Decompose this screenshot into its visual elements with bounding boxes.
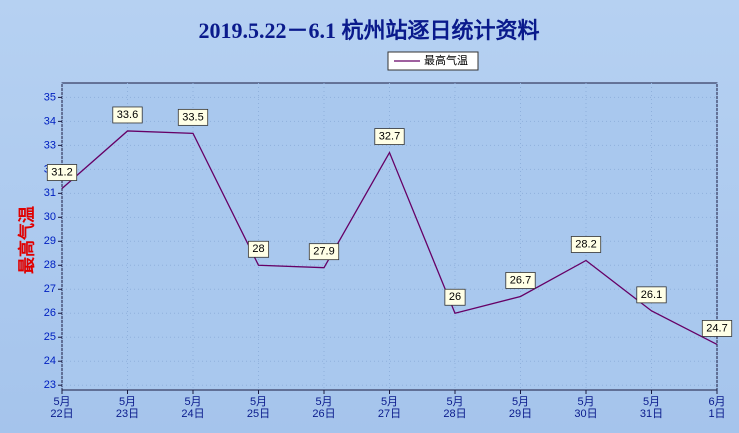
data-label-box [701, 320, 733, 337]
data-label-box [636, 286, 667, 304]
x-tick-label: 30日 [574, 408, 597, 420]
x-tick-label: 1日 [708, 408, 725, 420]
data-label-box [308, 243, 340, 261]
chart-title: 2019.5.22－6.1 杭州站逐日统计资料 [198, 18, 539, 43]
data-label: 33.5 [182, 111, 203, 123]
x-tick-label: 26日 [312, 408, 335, 420]
data-label-box [374, 128, 405, 145]
x-tick-label: 23日 [116, 408, 139, 420]
x-tick-label: 6月 [708, 396, 725, 408]
x-tick-label: 5月 [381, 396, 398, 408]
x-tick-label: 27日 [378, 408, 401, 420]
y-tick-label: 23 [44, 379, 56, 391]
data-label: 28 [252, 243, 264, 255]
data-label-box [112, 106, 143, 124]
data-label: 31.2 [51, 166, 72, 178]
x-tick-label: 5月 [53, 396, 70, 408]
data-label-box [46, 164, 78, 181]
x-tick-label: 5月 [119, 396, 136, 408]
legend-box [387, 51, 479, 71]
x-tick-label: 5月 [315, 396, 332, 408]
data-label: 26.7 [510, 274, 531, 286]
y-tick-label: 26 [44, 307, 56, 319]
x-tick-label: 25日 [247, 408, 270, 420]
data-label: 26 [449, 291, 461, 303]
y-tick-label: 33 [44, 139, 56, 151]
x-tick-label: 22日 [50, 408, 73, 420]
y-tick-label: 30 [44, 211, 56, 223]
x-tick-label: 31日 [640, 408, 663, 420]
x-tick-label: 29日 [509, 408, 532, 420]
y-tick-label: 25 [44, 331, 56, 343]
y-tick-label: 24 [44, 355, 56, 367]
data-label-box [570, 236, 602, 253]
data-label: 33.6 [117, 109, 138, 121]
legend-label: 最高气温 [424, 53, 468, 67]
data-label-box [444, 288, 466, 306]
line [61, 130, 718, 346]
data-label: 32.7 [379, 130, 400, 142]
x-tick-label: 5月 [250, 396, 267, 408]
x-tick-label: 5月 [512, 396, 529, 408]
data-label-box [505, 272, 536, 289]
x-tick-label: 5月 [643, 396, 660, 408]
data-label-box [247, 240, 270, 258]
y-axis-label: 最高气温 [16, 206, 36, 274]
data-label: 24.7 [706, 322, 727, 334]
y-tick-label: 28 [44, 259, 56, 271]
x-tick-label: 5月 [184, 396, 201, 408]
x-tick-label: 28日 [443, 408, 466, 420]
y-tick-label: 27 [44, 283, 56, 295]
y-tick-label: 31 [44, 187, 56, 199]
data-label: 27.9 [313, 246, 334, 258]
x-tick-label: 5月 [577, 396, 594, 408]
data-label: 26.1 [641, 289, 662, 301]
y-tick-label: 34 [44, 115, 56, 127]
x-tick-label: 5月 [446, 396, 463, 408]
x-tick-label: 24日 [181, 408, 204, 420]
data-label: 28.2 [575, 238, 596, 250]
data-label-box [177, 108, 209, 126]
y-tick-label: 35 [44, 91, 56, 103]
y-tick-label: 29 [44, 235, 56, 247]
